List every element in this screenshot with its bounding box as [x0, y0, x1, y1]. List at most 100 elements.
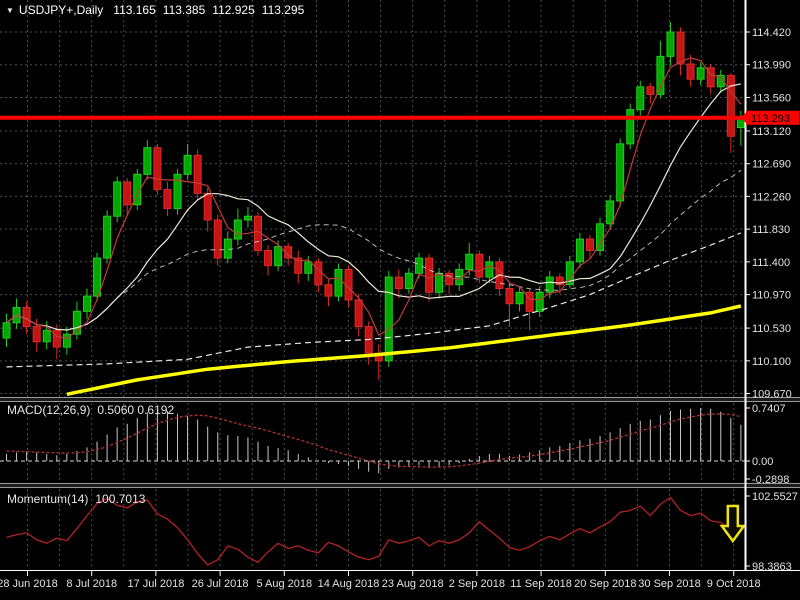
candle: [354, 293, 363, 337]
candle: [445, 269, 454, 294]
price-axis-label: 112.690: [752, 159, 791, 171]
ma-trend-yellow-line: [66, 304, 742, 397]
candle: [706, 63, 715, 95]
svg-text:113.293: 113.293: [751, 113, 790, 125]
candle: [585, 235, 594, 259]
momentum-indicator-label: Momentum(14) 100.7013: [7, 492, 146, 506]
candle: [435, 267, 444, 299]
candle: [676, 27, 685, 76]
candle: [535, 286, 544, 317]
quote-open: 113.165: [113, 3, 156, 17]
date-axis-label: 14 Aug 2018: [318, 578, 380, 590]
candle: [475, 250, 484, 284]
candle: [525, 288, 534, 331]
price-axis-label: 113.990: [752, 60, 791, 72]
date-axis-label: 20 Sep 2018: [574, 578, 636, 590]
price-axis-label: 109.670: [752, 389, 792, 401]
candle: [254, 212, 262, 256]
candle: [143, 140, 152, 180]
chart-dropdown-icon[interactable]: ▼: [6, 5, 14, 15]
macd-indicator-label: MACD(12,26,9) 0.5060 0.6192: [7, 403, 175, 417]
candle: [264, 245, 273, 276]
candle: [394, 269, 403, 299]
candle: [596, 217, 605, 256]
candle: [163, 181, 172, 217]
candle: [72, 301, 81, 340]
candle: [52, 324, 61, 360]
price-axis-label: 110.970: [752, 290, 791, 302]
price-axis-label: 112.260: [752, 191, 791, 203]
candle: [103, 210, 112, 264]
momentum-line: [6, 496, 742, 566]
chart-title-bar: ▼ USDJPY+,Daily 113.165 113.385 112.925 …: [6, 3, 311, 17]
price-axis-label: 110.100: [752, 356, 791, 368]
date-axis-label: 2 Sep 2018: [449, 578, 505, 590]
price-axis-label: 111.400: [752, 257, 790, 269]
candle: [223, 231, 232, 264]
candle: [62, 326, 71, 355]
candle: [404, 267, 413, 294]
ma-slow-dashed-line: [6, 169, 742, 331]
candle: [123, 178, 132, 215]
candle: [364, 321, 373, 365]
hline-price-tag: 113.293: [740, 110, 799, 125]
price-axis-label: 111.830: [752, 224, 790, 236]
price-axis[interactable]: 114.420 113.990 113.560 113.120 112.690 112.2…: [745, 27, 798, 573]
candle: [183, 143, 192, 180]
momentum-pane: [6, 496, 745, 566]
macd-pane: [0, 408, 745, 474]
time-axis[interactable]: 28 Jun 2018 8 Jul 2018 17 Jul 2018 26 Jul 2…: [0, 571, 761, 590]
macd-axis-label: 0.00: [752, 456, 773, 468]
candle: [636, 80, 645, 116]
date-axis-label: 8 Jul 2018: [66, 578, 117, 590]
macd-axis-label: -0.2898: [752, 474, 789, 486]
candle: [575, 232, 584, 268]
ma-mid-white-line: [6, 83, 742, 331]
candle: [153, 143, 162, 195]
candle: [324, 278, 333, 307]
quote-close: 113.295: [261, 3, 305, 17]
down-arrow-object[interactable]: [719, 504, 745, 544]
candle: [495, 258, 504, 297]
candle: [173, 169, 182, 215]
date-axis-label: 17 Jul 2018: [127, 578, 184, 590]
date-axis-label: 5 Aug 2018: [256, 578, 312, 590]
candle: [626, 103, 635, 150]
date-axis-label: 26 Jul 2018: [192, 578, 249, 590]
candle: [666, 22, 675, 66]
ma-long-dashed-line: [6, 232, 742, 368]
price-axis-label: 114.420: [752, 27, 791, 39]
candle: [716, 70, 725, 93]
candle: [384, 271, 393, 367]
candle: [515, 286, 524, 312]
candle: [274, 240, 283, 272]
candle: [82, 288, 91, 319]
momentum-axis-label: 102.5527: [752, 491, 798, 503]
candle: [113, 176, 122, 223]
candle: [213, 214, 222, 266]
candle: [2, 313, 11, 348]
date-axis-label: 9 Oct 2018: [707, 578, 761, 590]
macd-axis-label: 0.7407: [752, 403, 786, 415]
candle: [646, 82, 655, 104]
candle: [243, 207, 252, 228]
candle: [616, 138, 625, 208]
symbol-period-title: USDJPY+,Daily: [18, 3, 104, 17]
date-axis-label: 28 Jun 2018: [0, 578, 58, 590]
candle: [233, 208, 242, 246]
candle: [374, 344, 383, 380]
candle: [334, 263, 343, 302]
momentum-axis-label: 98.3863: [752, 561, 792, 573]
candle: [505, 283, 514, 327]
pane-separator[interactable]: [0, 397, 800, 402]
price-axis-label: 113.560: [752, 92, 791, 104]
date-axis-label: 30 Sep 2018: [638, 578, 700, 590]
candle: [344, 265, 353, 308]
candle: [93, 252, 102, 302]
candle: [696, 62, 705, 86]
pane-separator[interactable]: [0, 483, 800, 488]
ma-fast-red-line: [6, 57, 742, 340]
candle: [133, 169, 142, 211]
